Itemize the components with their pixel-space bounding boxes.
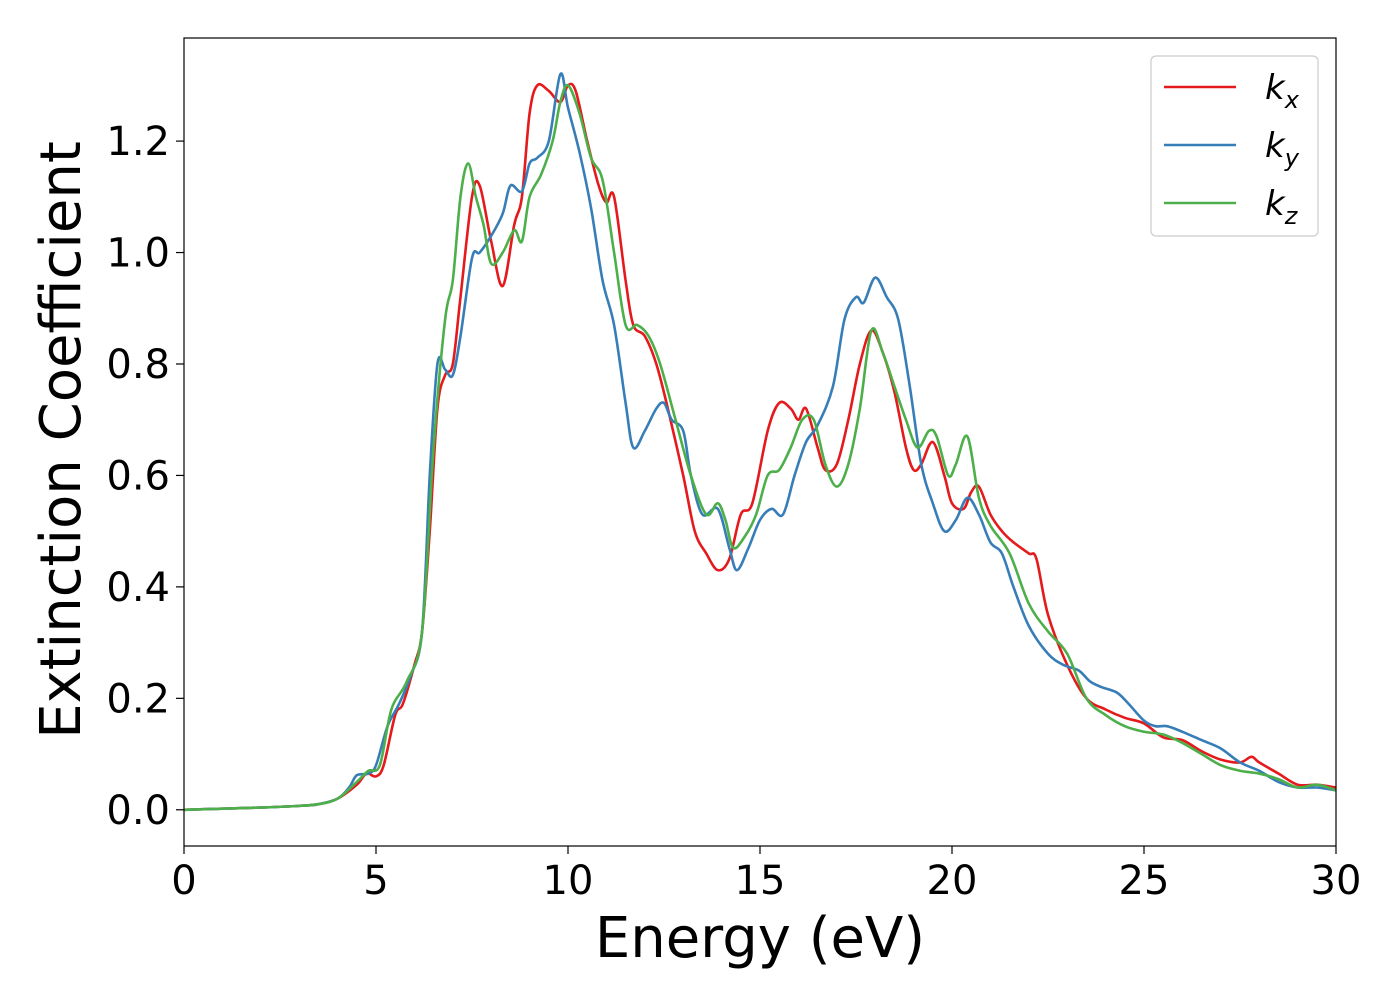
x-tick-label: 5 <box>363 858 388 904</box>
x-tick-label: 25 <box>1119 858 1170 904</box>
legend-label-x: kx <box>1265 68 1300 114</box>
series-lines <box>184 72 1336 812</box>
y-tick-label: 0.0 <box>106 788 170 834</box>
legend: kx ky kz <box>1150 55 1319 237</box>
y-tick-label: 0.8 <box>106 342 170 388</box>
y-axis-label: Extinction Coefficient <box>29 141 94 739</box>
x-tick-label: 30 <box>1311 858 1362 904</box>
legend-label-z: kz <box>1265 184 1299 230</box>
x-tick-label: 15 <box>735 858 786 904</box>
series-line-z <box>184 83 1336 812</box>
y-axis-ticks: 0.0 0.2 0.4 0.6 0.8 1.0 1.2 <box>106 119 184 834</box>
y-tick-label: 0.4 <box>106 565 170 611</box>
y-tick-label: 1.0 <box>106 231 170 277</box>
x-axis-ticks: 0 5 10 15 20 25 30 <box>171 846 1361 904</box>
plot-area <box>183 37 1337 847</box>
y-tick-label: 1.2 <box>106 119 170 165</box>
x-tick-label: 0 <box>171 858 196 904</box>
y-tick-label: 0.2 <box>106 676 170 722</box>
y-tick-label: 0.6 <box>106 453 170 499</box>
x-axis-label: Energy (eV) <box>595 906 925 971</box>
x-tick-label: 10 <box>543 858 594 904</box>
series-line-y <box>184 72 1336 812</box>
legend-label-y: ky <box>1265 126 1300 172</box>
x-tick-label: 20 <box>927 858 978 904</box>
